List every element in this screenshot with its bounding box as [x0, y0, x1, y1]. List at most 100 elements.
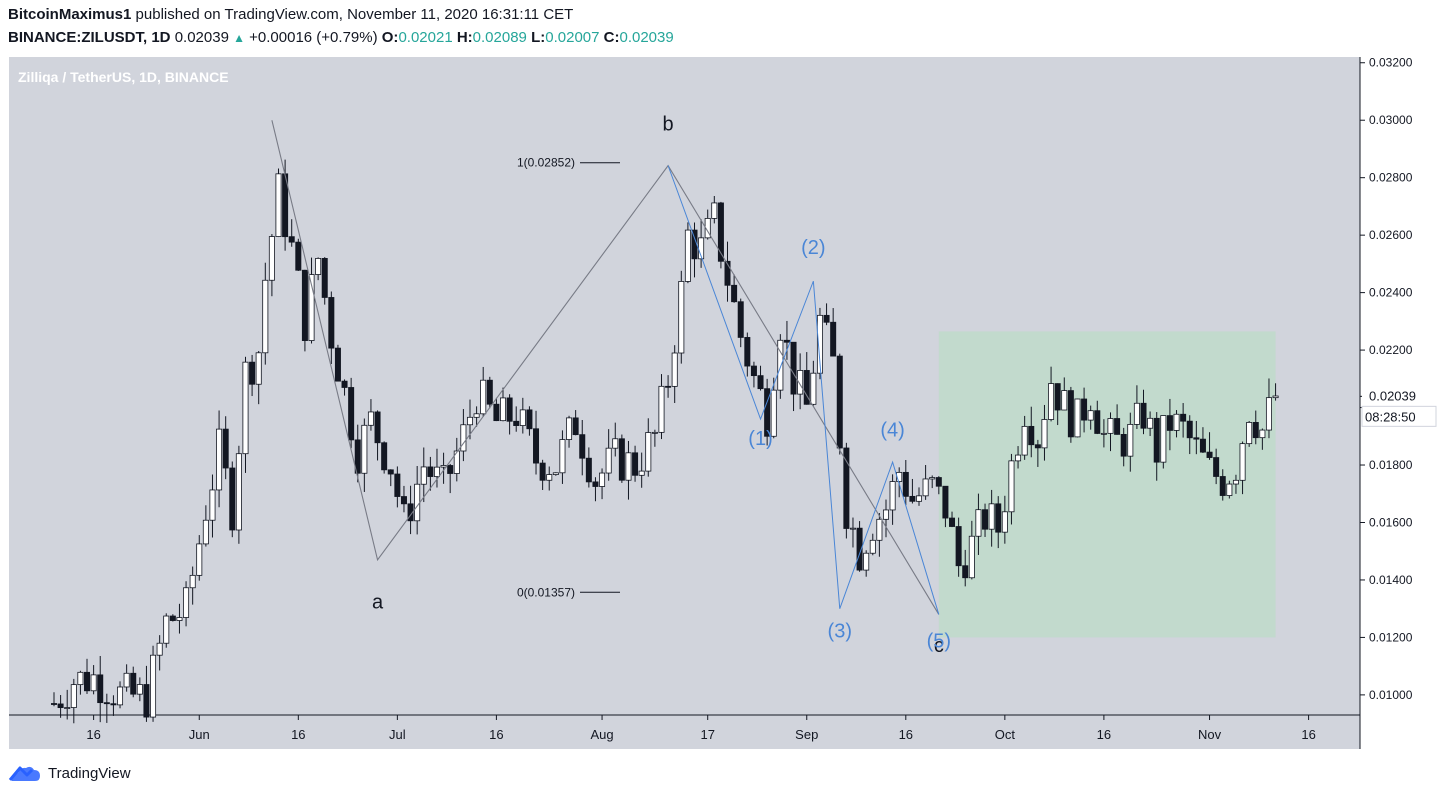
candle-body[interactable]	[777, 339, 784, 391]
candle-body[interactable]	[618, 438, 625, 481]
candle-body[interactable]	[500, 397, 507, 422]
candle-body[interactable]	[625, 452, 632, 481]
candle-body[interactable]	[77, 671, 84, 686]
candle-body[interactable]	[1048, 383, 1055, 420]
candle-body[interactable]	[1054, 383, 1061, 411]
abc-correction-line[interactable]	[271, 120, 940, 615]
candle-body[interactable]	[51, 703, 58, 705]
candle-body[interactable]	[1213, 457, 1220, 477]
candle-body[interactable]	[1114, 418, 1121, 435]
tradingview-brand[interactable]: TradingView	[8, 764, 131, 782]
candle-body[interactable]	[658, 385, 665, 433]
candle-body[interactable]	[592, 481, 599, 487]
candle-body[interactable]	[1100, 432, 1107, 435]
candle-body[interactable]	[1021, 425, 1028, 456]
candle-body[interactable]	[117, 686, 124, 706]
candle-body[interactable]	[632, 452, 639, 476]
candle-body[interactable]	[902, 471, 909, 497]
candle-body[interactable]	[1034, 444, 1041, 449]
candle-body[interactable]	[1180, 413, 1187, 422]
candle-body[interactable]	[506, 397, 513, 422]
candle-body[interactable]	[473, 413, 480, 418]
candle-body[interactable]	[480, 379, 487, 415]
candle-body[interactable]	[836, 355, 843, 449]
candle-body[interactable]	[150, 654, 157, 718]
candle-body[interactable]	[909, 495, 916, 502]
candle-body[interactable]	[731, 284, 738, 303]
candle-body[interactable]	[1166, 415, 1173, 431]
candle-body[interactable]	[665, 385, 672, 388]
candle-body[interactable]	[1265, 397, 1272, 431]
candle-body[interactable]	[103, 702, 110, 705]
candle-body[interactable]	[242, 361, 249, 455]
candle-body[interactable]	[1067, 390, 1074, 438]
candle-body[interactable]	[202, 519, 209, 545]
candle-body[interactable]	[810, 372, 817, 405]
candle-body[interactable]	[1094, 410, 1101, 434]
candle-body[interactable]	[447, 465, 454, 474]
candle-body[interactable]	[209, 489, 216, 521]
candle-body[interactable]	[704, 218, 711, 239]
candle-body[interactable]	[849, 527, 856, 530]
candle-body[interactable]	[216, 428, 223, 491]
candle-body[interactable]	[493, 403, 500, 422]
candle-body[interactable]	[744, 337, 751, 367]
candle-body[interactable]	[1252, 422, 1259, 439]
candle-body[interactable]	[1272, 395, 1279, 399]
candle-body[interactable]	[843, 447, 850, 529]
candle-body[interactable]	[935, 477, 942, 487]
candle-body[interactable]	[638, 470, 645, 476]
candle-body[interactable]	[955, 526, 962, 567]
candle-body[interactable]	[156, 642, 163, 656]
candle-body[interactable]	[526, 409, 533, 430]
candle-body[interactable]	[612, 438, 619, 449]
candle-body[interactable]	[519, 409, 526, 426]
candle-body[interactable]	[1239, 443, 1246, 481]
candle-body[interactable]	[249, 361, 256, 385]
candle-body[interactable]	[678, 281, 685, 354]
candle-body[interactable]	[1074, 398, 1081, 438]
candle-body[interactable]	[381, 442, 388, 471]
candle-body[interactable]	[783, 339, 790, 343]
candle-body[interactable]	[400, 496, 407, 505]
candle-body[interactable]	[90, 674, 97, 692]
candle-body[interactable]	[1008, 460, 1015, 513]
candle-body[interactable]	[183, 587, 190, 618]
candle-body[interactable]	[962, 565, 969, 579]
candle-body[interactable]	[1133, 402, 1140, 425]
candle-body[interactable]	[942, 485, 949, 519]
candle-body[interactable]	[275, 173, 282, 237]
candle-body[interactable]	[1107, 418, 1114, 434]
candle-body[interactable]	[169, 615, 176, 621]
candle-body[interactable]	[803, 370, 810, 405]
candle-body[interactable]	[163, 615, 170, 644]
impulse-wave-line[interactable]	[667, 165, 940, 615]
candle-body[interactable]	[1160, 415, 1167, 463]
candle-body[interactable]	[995, 503, 1002, 533]
candle-body[interactable]	[110, 703, 117, 706]
candle-body[interactable]	[70, 684, 77, 708]
candle-body[interactable]	[1120, 434, 1127, 457]
candle-body[interactable]	[394, 473, 401, 497]
candle-body[interactable]	[222, 428, 229, 469]
candle-body[interactable]	[770, 389, 777, 437]
candle-body[interactable]	[189, 574, 196, 589]
candle-body[interactable]	[130, 672, 137, 695]
candle-body[interactable]	[671, 352, 678, 387]
candle-body[interactable]	[84, 671, 91, 692]
candle-body[interactable]	[1127, 423, 1134, 457]
candle-body[interactable]	[460, 424, 467, 452]
candle-body[interactable]	[546, 474, 553, 481]
candle-body[interactable]	[724, 260, 731, 286]
candle-body[interactable]	[315, 258, 322, 275]
candle-body[interactable]	[856, 527, 863, 571]
candle-body[interactable]	[255, 352, 262, 385]
candle-body[interactable]	[97, 674, 104, 704]
candle-body[interactable]	[1140, 402, 1147, 429]
candle-body[interactable]	[1219, 476, 1226, 496]
candle-body[interactable]	[1147, 417, 1154, 429]
candle-body[interactable]	[235, 453, 242, 531]
candle-body[interactable]	[876, 518, 883, 541]
candle-body[interactable]	[651, 431, 658, 434]
